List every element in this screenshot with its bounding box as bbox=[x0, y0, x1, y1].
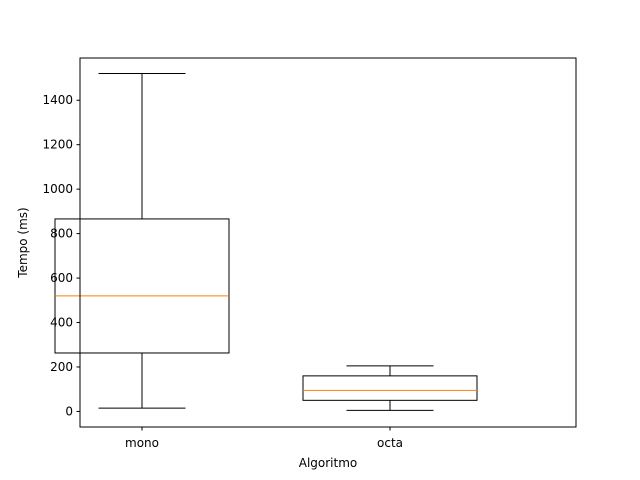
x-axis-label: Algoritmo bbox=[299, 456, 358, 470]
y-tick-label: 1200 bbox=[42, 138, 73, 152]
x-tick-label: mono bbox=[125, 436, 159, 450]
boxes-group bbox=[54, 73, 478, 411]
box-mono bbox=[54, 73, 230, 409]
y-tick-label: 800 bbox=[50, 227, 73, 241]
x-tick-label: octa bbox=[377, 436, 403, 450]
y-tick-label: 1000 bbox=[42, 182, 73, 196]
box-octa bbox=[302, 365, 478, 411]
y-tick-label: 400 bbox=[50, 316, 73, 330]
y-tick-label: 600 bbox=[50, 271, 73, 285]
y-tick-label: 0 bbox=[65, 404, 73, 418]
iqr-box bbox=[302, 375, 478, 401]
iqr-box bbox=[54, 218, 230, 354]
y-axis-label: Tempo (ms) bbox=[16, 207, 30, 278]
plot-area bbox=[80, 58, 576, 427]
x-axis-ticks: mono octa bbox=[125, 427, 403, 450]
y-axis-ticks: 0 200 400 600 800 1000 1200 1400 bbox=[42, 93, 80, 418]
y-tick-label: 1400 bbox=[42, 93, 73, 107]
y-tick-label: 200 bbox=[50, 360, 73, 374]
plot-frame bbox=[79, 57, 577, 428]
